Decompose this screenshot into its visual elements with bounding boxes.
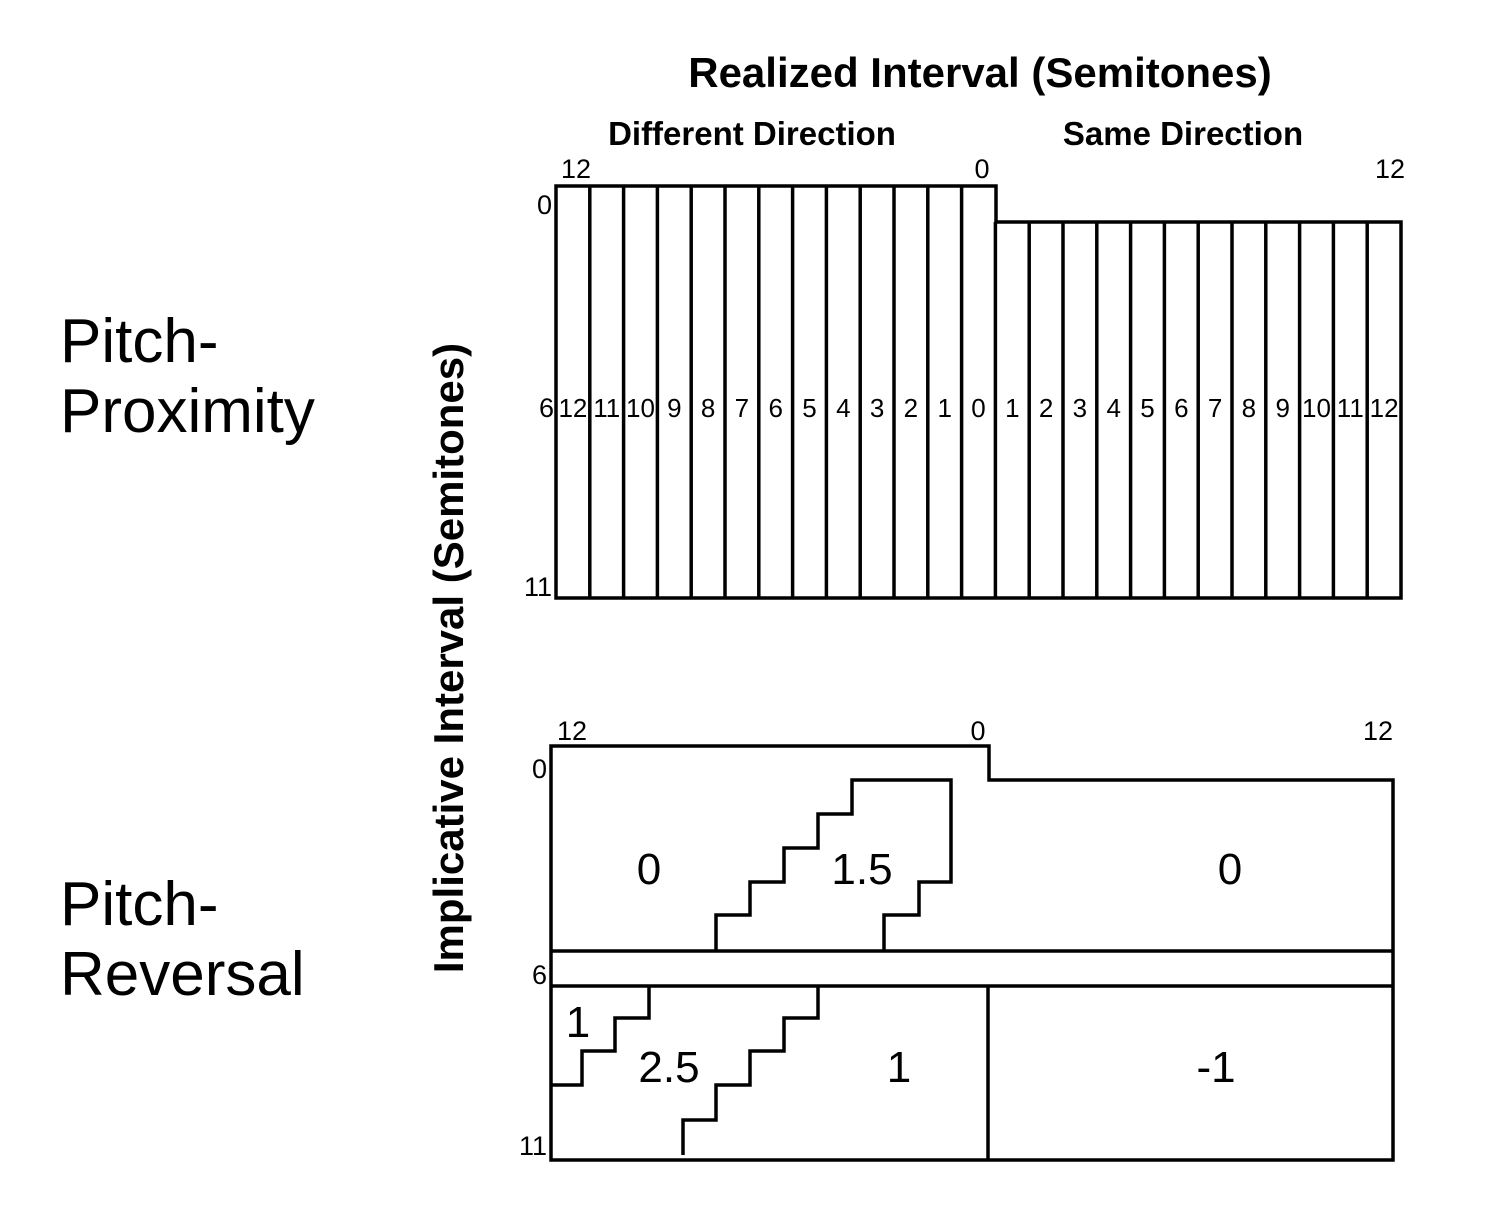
- x-tick-left: 12: [561, 154, 591, 184]
- column-label-different-direction: 10: [626, 393, 655, 423]
- column-label-different-direction: 8: [701, 393, 715, 423]
- value-lower-left: 2.5: [638, 1043, 699, 1092]
- column-label-same-direction: 1: [1005, 393, 1019, 423]
- column-label-different-direction: 9: [667, 393, 681, 423]
- column-label-same-direction: 12: [1370, 393, 1399, 423]
- column-label-same-direction: 5: [1140, 393, 1154, 423]
- value-upper-middle: 1.5: [831, 845, 892, 894]
- column-label-different-direction: 5: [802, 393, 816, 423]
- subtitle-same-direction: Same Direction: [1063, 115, 1303, 152]
- x-tick-right: 12: [1363, 716, 1393, 746]
- subtitle-different-direction: Different Direction: [608, 115, 896, 152]
- panel-label-line1: Pitch-: [60, 307, 218, 376]
- panel-pitch-reversal: Pitch- Reversal 12 0 12 0 6 11 0 1.5 0 1…: [60, 716, 1395, 1162]
- y-tick-bottom: 11: [519, 1131, 547, 1161]
- y-tick-mid: 6: [532, 960, 547, 990]
- lower-staircase-left: [551, 986, 651, 1087]
- x-tick-right: 12: [1375, 154, 1405, 184]
- x-tick-center: 0: [974, 154, 989, 184]
- column-label-same-direction: 4: [1106, 393, 1120, 423]
- panel-pitch-proximity: Pitch- Proximity 12 0 12 0 11 6 12 11 10 9 8 7…: [60, 154, 1405, 602]
- y-tick-top: 0: [537, 190, 552, 220]
- panel-label-line1: Pitch-: [60, 870, 218, 939]
- column-label-same-direction: 11: [1337, 393, 1364, 423]
- y-tick-mid: 6: [539, 393, 554, 423]
- interval-columns: 6 12 11 10 9 8 7 6 5 4 3 2 1 0 1 2 3 4 5 6 7 8 9 10 11 12: [539, 186, 1399, 598]
- x-tick-left: 12: [557, 716, 587, 746]
- column-label-different-direction: 1: [937, 393, 951, 423]
- value-upper-right: 0: [1218, 845, 1242, 894]
- column-label-different-direction: 3: [870, 393, 884, 423]
- lower-staircase-middle: [681, 986, 820, 1155]
- column-label-same-direction: 10: [1302, 393, 1331, 423]
- proximity-outline: [554, 184, 1403, 600]
- upper-staircase: [714, 778, 953, 951]
- column-label-same-direction: 8: [1242, 393, 1256, 423]
- column-label-different-direction: 6: [768, 393, 782, 423]
- column-label-different-direction: 2: [904, 393, 918, 423]
- y-tick-top: 0: [532, 754, 547, 784]
- x-tick-center: 0: [970, 716, 985, 746]
- reversal-outline: [549, 744, 1395, 1162]
- column-label-same-direction: 3: [1073, 393, 1087, 423]
- column-label-same-direction: 7: [1208, 393, 1222, 423]
- y-axis-label: Implicative Interval (Semitones): [425, 343, 472, 973]
- column-label-same-direction: 6: [1174, 393, 1188, 423]
- column-label-different-direction: 12: [558, 393, 587, 423]
- panel-label-line2: Reversal: [60, 940, 305, 1009]
- panel-label-line2: Proximity: [60, 377, 315, 446]
- column-label-different-direction: 11: [593, 393, 620, 423]
- column-label-different-direction: 7: [735, 393, 749, 423]
- y-tick-bottom: 11: [524, 572, 552, 602]
- value-upper-left: 0: [637, 845, 661, 894]
- value-lower-far-left: 1: [566, 998, 590, 1047]
- column-label-different-direction: 0: [971, 393, 985, 423]
- column-label-different-direction: 4: [836, 393, 850, 423]
- value-lower-right: -1: [1196, 1043, 1235, 1092]
- column-label-same-direction: 2: [1039, 393, 1053, 423]
- chart-title: Realized Interval (Semitones): [688, 49, 1272, 96]
- column-label-same-direction: 9: [1275, 393, 1289, 423]
- value-lower-middle: 1: [887, 1043, 911, 1092]
